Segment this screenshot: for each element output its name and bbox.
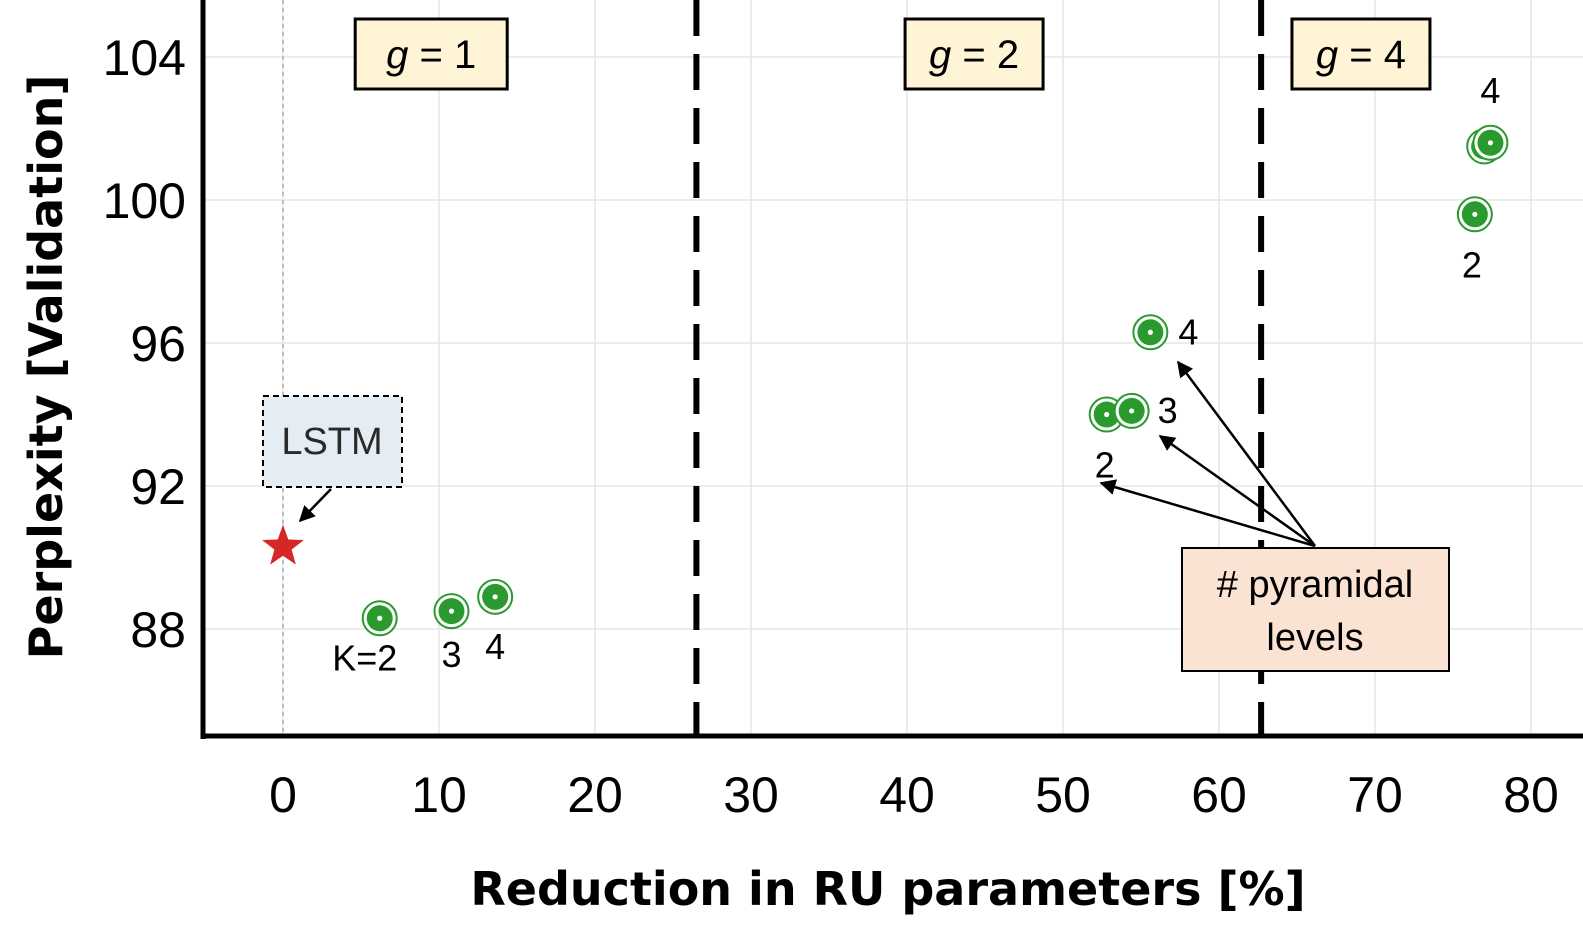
x-tick-label: 80 xyxy=(1503,767,1559,823)
data-point-label: 4 xyxy=(1178,311,1198,352)
group-label-box xyxy=(353,17,509,91)
group-label: g = 4 xyxy=(1316,33,1406,77)
data-point-center xyxy=(1487,140,1494,146)
group-label-var: g xyxy=(386,33,408,77)
y-tick-label: 88 xyxy=(130,602,186,658)
pyramidal-levels-box xyxy=(1181,547,1450,672)
data-point-center xyxy=(377,615,383,621)
pyramidal-levels-label-line1: # pyramidal xyxy=(1217,564,1413,606)
data-point-center xyxy=(1147,329,1153,335)
data-point-center xyxy=(492,594,498,600)
data-point-center xyxy=(448,608,455,614)
group-label-var: g xyxy=(929,33,951,77)
y-tick-label: 96 xyxy=(130,316,186,372)
pyramidal-levels-arrow xyxy=(1158,434,1316,548)
data-point-center xyxy=(1472,211,1478,217)
pyramidal-levels-arrow xyxy=(1176,360,1317,547)
x-tick-label: 20 xyxy=(567,767,623,823)
lstm-arrow xyxy=(298,488,332,523)
lstm-baseline-star xyxy=(262,524,304,565)
pyramidal-levels-label-line2: levels xyxy=(1266,617,1363,659)
lstm-label: LSTM xyxy=(281,421,382,463)
pyramidal-levels-arrow xyxy=(1099,479,1316,548)
y-tick-label: 100 xyxy=(103,173,186,229)
x-tick-label: 10 xyxy=(411,767,467,823)
x-tick-label: 0 xyxy=(269,767,297,823)
group-label-value: = 4 xyxy=(1338,33,1406,77)
group-label-value: = 1 xyxy=(408,33,476,77)
group-label: g = 2 xyxy=(929,33,1019,77)
x-tick-label: 70 xyxy=(1347,767,1403,823)
data-point-center xyxy=(1104,411,1110,418)
lstm-label-box xyxy=(262,395,403,488)
data-point-center xyxy=(1129,408,1135,414)
group-dividers xyxy=(693,0,1265,744)
x-tick-label: 50 xyxy=(1035,767,1091,823)
data-point-label: 2 xyxy=(1462,244,1482,285)
x-tick-label: 60 xyxy=(1191,767,1247,823)
x-tick-label: 40 xyxy=(879,767,935,823)
group-label-value: = 2 xyxy=(951,33,1019,77)
group-label: g = 1 xyxy=(386,33,476,77)
data-point-label: 3 xyxy=(441,634,461,675)
group-label-box xyxy=(1290,17,1432,91)
y-tick-label: 104 xyxy=(103,30,186,86)
group-label-box xyxy=(903,17,1045,91)
group-label-var: g xyxy=(1316,33,1338,77)
y-tick-label: 92 xyxy=(130,459,186,515)
data-point-label: K=2 xyxy=(332,637,397,678)
data-point-label: 3 xyxy=(1158,390,1178,431)
data-point-label: 2 xyxy=(1095,445,1115,486)
y-tick-labels: 88 92 96 100 104 xyxy=(103,30,186,658)
data-point-label: 4 xyxy=(1480,70,1500,111)
axes xyxy=(200,0,1583,739)
annotations: LSTM # pyramidal levels xyxy=(262,360,1450,672)
x-tick-labels: 0 10 20 30 40 50 60 70 80 xyxy=(269,767,1559,823)
x-axis-title: Reduction in RU parameters [%] xyxy=(470,862,1305,916)
data-point-label: 4 xyxy=(485,626,505,667)
x-tick-label: 30 xyxy=(723,767,779,823)
y-axis-title: Perplexity [Validation] xyxy=(19,75,73,660)
